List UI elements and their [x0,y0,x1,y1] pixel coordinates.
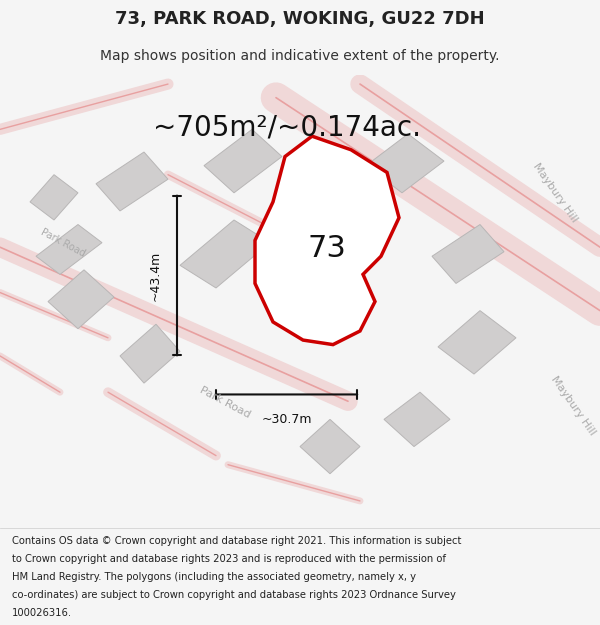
Polygon shape [438,311,516,374]
Text: Map shows position and indicative extent of the property.: Map shows position and indicative extent… [100,49,500,63]
Text: co-ordinates) are subject to Crown copyright and database rights 2023 Ordnance S: co-ordinates) are subject to Crown copyr… [12,589,456,599]
Polygon shape [432,224,504,284]
Polygon shape [255,136,399,344]
Polygon shape [36,224,102,274]
Text: 100026316.: 100026316. [12,608,72,618]
Text: Maybury Hill: Maybury Hill [531,161,579,224]
Text: Maybury Hill: Maybury Hill [549,374,597,438]
Text: Park Road: Park Road [198,384,252,419]
Text: 73, PARK ROAD, WOKING, GU22 7DH: 73, PARK ROAD, WOKING, GU22 7DH [115,10,485,27]
Text: Contains OS data © Crown copyright and database right 2021. This information is : Contains OS data © Crown copyright and d… [12,536,461,546]
Polygon shape [204,129,282,192]
Text: Park Road: Park Road [39,227,87,259]
Polygon shape [180,220,270,288]
Polygon shape [120,324,180,383]
Polygon shape [366,134,444,192]
Polygon shape [30,174,78,220]
Polygon shape [384,392,450,446]
Text: HM Land Registry. The polygons (including the associated geometry, namely x, y: HM Land Registry. The polygons (includin… [12,572,416,582]
Polygon shape [300,419,360,474]
Polygon shape [48,270,114,329]
Text: ~43.4m: ~43.4m [149,251,162,301]
Polygon shape [96,152,168,211]
Text: ~30.7m: ~30.7m [261,412,312,426]
Text: ~705m²/~0.174ac.: ~705m²/~0.174ac. [153,113,421,141]
Text: to Crown copyright and database rights 2023 and is reproduced with the permissio: to Crown copyright and database rights 2… [12,554,446,564]
Text: 73: 73 [308,234,346,263]
